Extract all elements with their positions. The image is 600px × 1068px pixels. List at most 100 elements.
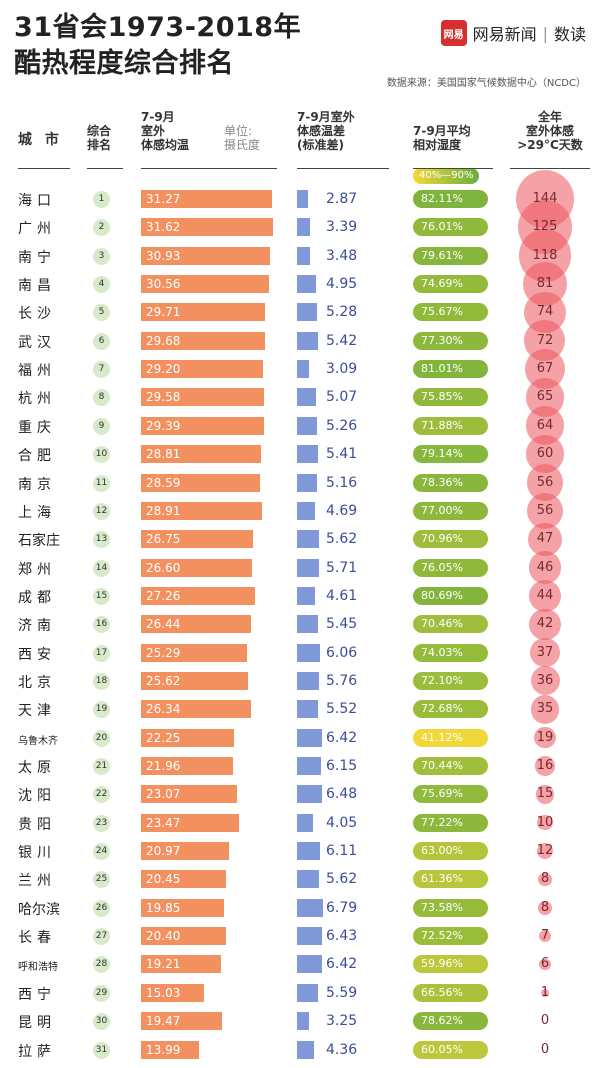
days-bubble (541, 988, 549, 997)
table-row: 南昌 4 30.56 4.95 74.69% 81 (0, 262, 600, 306)
humidity-pill: 82.11% (413, 190, 488, 208)
header-divider (18, 168, 70, 169)
table-row: 北京 18 25.62 5.76 72.10% 36 (0, 666, 600, 696)
days-label: 118 (532, 247, 558, 263)
table-row: 呼和浩特 28 19.21 6.42 59.96% 6 (0, 950, 600, 978)
city-name: 兰州 (18, 873, 56, 890)
temp-label: 15.03 (146, 985, 181, 1000)
days-bubble (534, 727, 556, 749)
rank-badge: 5 (93, 304, 110, 322)
std-label: 4.05 (326, 814, 358, 831)
city-name: 乌鲁木齐 (18, 735, 58, 747)
humidity-pill: 72.52% (413, 927, 488, 946)
std-label: 6.42 (326, 729, 358, 746)
std-bar (297, 757, 321, 775)
temp-label: 25.62 (146, 673, 181, 688)
city-name: 天津 (18, 703, 56, 720)
humidity-pill: 70.46% (413, 615, 488, 634)
temp-bar (141, 700, 251, 719)
table-row: 南宁 3 30.93 3.48 79.61% 118 (0, 229, 600, 282)
days-label: 19 (536, 729, 554, 745)
days-label: 67 (536, 361, 554, 377)
humidity-pill: 75.69% (413, 785, 488, 804)
temp-label: 29.58 (146, 390, 181, 405)
days-label: 7 (540, 928, 550, 944)
header-unit: 单位: 摄氏度 (224, 124, 261, 152)
days-label: 0 (540, 1041, 550, 1057)
std-bar (297, 955, 322, 974)
rank-badge: 31 (93, 1041, 110, 1059)
days-label: 16 (536, 758, 554, 773)
humidity-pill: 72.68% (413, 700, 488, 719)
days-bubble (530, 695, 560, 724)
temp-label: 28.81 (146, 447, 181, 462)
temp-bar (141, 643, 247, 662)
table-row: 拉萨 31 13.99 4.36 60.05% 0 (0, 1036, 600, 1064)
header-days: 全年 室外体感 >29°C天数 (517, 110, 583, 152)
city-name: 西安 (18, 646, 56, 663)
city-name: 石家庄 (18, 533, 60, 550)
std-label: 5.41 (326, 446, 358, 463)
std-bar (297, 218, 310, 237)
table-row: 上海 12 28.91 4.69 77.00% 56 (0, 492, 600, 529)
std-bar (297, 388, 317, 407)
header-std: 7-9月室外 体感温差 (标准差) (297, 110, 355, 152)
city-name: 广州 (18, 221, 56, 238)
city-name: 海口 (18, 193, 56, 209)
humidity-pill: 66.56% (413, 983, 488, 1002)
rank-badge: 16 (93, 616, 110, 634)
std-label: 5.45 (326, 616, 358, 633)
rank-badge: 26 (93, 899, 110, 917)
city-name: 南宁 (18, 249, 56, 266)
temp-bar (141, 615, 252, 634)
humidity-pill: 75.85% (413, 388, 488, 407)
city-name: 呼和浩特 (18, 962, 58, 974)
city-name: 昆明 (18, 1015, 56, 1032)
brand-separator: | (542, 23, 548, 43)
std-bar (297, 558, 319, 577)
city-name: 福州 (18, 363, 56, 380)
city-name: 成都 (18, 589, 56, 606)
std-label: 5.62 (326, 531, 358, 548)
std-bar (297, 331, 318, 350)
temp-label: 26.60 (146, 560, 181, 575)
std-bar (297, 246, 311, 265)
std-label: 3.48 (326, 247, 358, 264)
humidity-pill: 73.58% (413, 898, 488, 917)
humidity-pill: 76.01% (413, 218, 488, 237)
table-row: 广州 2 31.62 3.39 76.01% 125 (0, 200, 600, 255)
temp-label: 19.47 (146, 1014, 181, 1029)
std-label: 6.43 (326, 928, 358, 945)
days-label: 36 (536, 672, 554, 688)
days-bubble (530, 637, 560, 668)
humidity-pill: 78.62% (413, 1012, 488, 1031)
days-label: 64 (536, 417, 554, 433)
std-label: 5.76 (326, 672, 358, 689)
table-row: 福州 7 29.20 3.09 81.01% 67 (0, 349, 600, 389)
std-bar (297, 190, 308, 208)
std-label: 5.28 (326, 304, 358, 321)
days-label: 0 (540, 1013, 550, 1029)
days-label: 81 (536, 276, 554, 292)
rank-badge: 24 (93, 843, 110, 861)
rank-badge: 29 (93, 984, 110, 1002)
std-label: 5.16 (326, 474, 358, 491)
city-name: 西宁 (18, 986, 56, 1003)
rank-badge: 25 (93, 871, 110, 889)
rank-badge: 11 (93, 474, 110, 492)
rank-badge: 9 (93, 417, 110, 435)
std-bar (297, 473, 317, 492)
temp-label: 21.96 (146, 759, 181, 773)
humidity-legend: 40%—90% (413, 168, 480, 184)
temp-bar (141, 218, 273, 237)
rank-badge: 30 (93, 1013, 110, 1031)
city-name: 上海 (18, 504, 56, 521)
rank-badge: 28 (93, 956, 110, 974)
rank-badge: 10 (93, 446, 110, 464)
humidity-pill: 80.69% (413, 586, 488, 605)
temp-label: 25.29 (146, 645, 181, 660)
header-humidity-label: 7-9月平均 相对湿度 (413, 124, 471, 152)
days-bubble (539, 958, 551, 971)
std-label: 5.07 (326, 389, 358, 406)
days-bubble (537, 815, 553, 831)
